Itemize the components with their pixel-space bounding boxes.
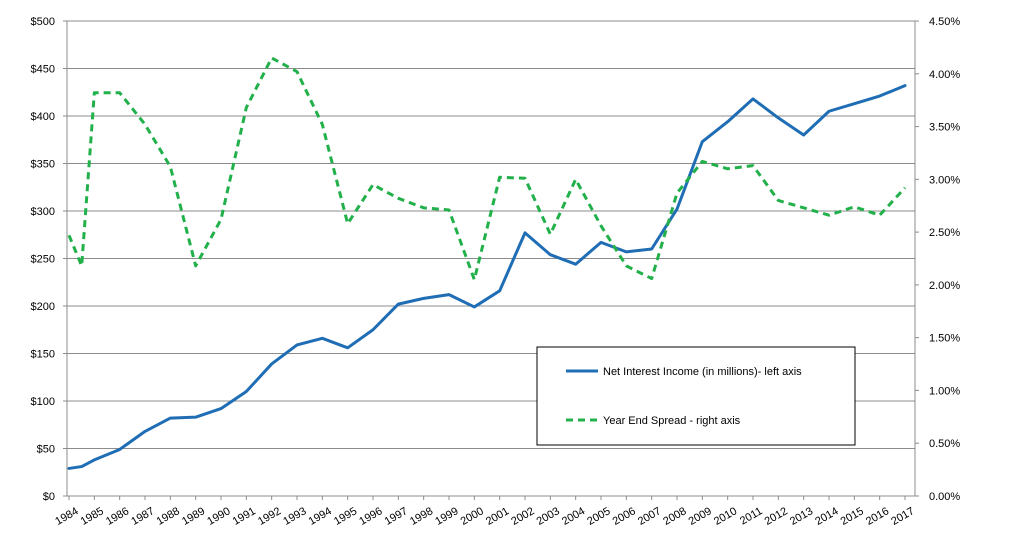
year-end-spread-line <box>67 56 907 282</box>
left-axis-tick-label: $200 <box>31 301 55 313</box>
x-axis-tick-label: 2001 <box>484 505 511 528</box>
x-axis-tick-label: 1986 <box>104 505 131 528</box>
x-axis-tick-label: 1991 <box>231 505 258 528</box>
left-axis-tick-label: $450 <box>31 64 55 76</box>
left-axis-tick-label: $0 <box>43 491 55 503</box>
x-axis-tick-label: 2000 <box>459 505 486 528</box>
right-axis-tick-label: 1.00% <box>929 385 960 397</box>
x-axis-tick-label: 1984 <box>53 505 80 528</box>
x-axis-tick-label: 2015 <box>839 505 866 528</box>
legend-label: Year End Spread - right axis <box>603 415 741 427</box>
x-axis-tick-label: 1995 <box>332 505 359 528</box>
net-interest-income-line <box>67 84 907 470</box>
x-axis-tick-label: 2016 <box>864 505 891 528</box>
x-axis-tick-label: 2008 <box>661 505 688 528</box>
x-axis-tick-label: 2005 <box>585 505 612 528</box>
right-axis-tick-label: 4.50% <box>929 16 960 28</box>
x-axis-tick-label: 1999 <box>433 505 460 528</box>
legend-box <box>536 346 856 446</box>
left-axis-tick-label: $250 <box>31 254 55 266</box>
x-axis-tick-label: 1990 <box>205 505 232 528</box>
x-axis-tick-label: 1998 <box>408 505 435 528</box>
x-axis-tick-label: 2011 <box>738 505 764 527</box>
gridlines <box>67 20 915 497</box>
x-axis-tick-label: 2002 <box>509 505 536 528</box>
x-axis-tick-label: 2009 <box>687 505 714 528</box>
x-axis-tick-label: 2013 <box>788 505 815 528</box>
x-axis-tick-label: 2010 <box>712 505 739 528</box>
left-axis-tick-label: $50 <box>37 444 55 456</box>
right-axis-tick-label: 1.50% <box>929 333 960 345</box>
right-axis-tick-label: 0.50% <box>929 438 960 450</box>
left-axis-tick-label: $300 <box>31 206 55 218</box>
legend-label: Net Interest Income (in millions)- left … <box>603 366 802 378</box>
x-axis-tick-label: 1994 <box>307 505 334 528</box>
x-axis-tick-label: 1993 <box>281 505 308 528</box>
right-axis-tick-label: 2.00% <box>929 280 960 292</box>
x-axis-tick-label: 1985 <box>79 505 106 528</box>
left-axis-tick-label: $150 <box>31 349 55 361</box>
x-axis-tick-label: 1997 <box>383 505 410 528</box>
left-axis-tick-label: $500 <box>31 16 55 28</box>
x-axis-tick-label: 2012 <box>763 505 790 528</box>
left-axis-tick-label: $400 <box>31 111 55 123</box>
x-axis-tick-label: 2004 <box>560 505 587 528</box>
series-lines <box>67 56 907 470</box>
x-axis-tick-label: 2007 <box>636 505 663 528</box>
right-axis-tick-label: 2.50% <box>929 227 960 239</box>
x-axis-tick-label: 2017 <box>889 505 916 528</box>
left-axis-tick-label: $100 <box>31 396 55 408</box>
left-axis-tick-label: $350 <box>31 159 55 171</box>
axes: $0 $50 $100 $150 $200 $250 $300 $350 $400 $450 $50… <box>31 16 961 528</box>
right-axis-tick-label: 3.00% <box>929 174 960 186</box>
x-axis-tick-label: 2003 <box>535 505 562 528</box>
right-axis-tick-label: 4.00% <box>929 69 960 81</box>
x-axis-tick-label: 1987 <box>129 505 156 528</box>
legend: Net Interest Income (in millions)- left … <box>536 346 856 446</box>
x-axis-tick-label: 2014 <box>813 505 840 528</box>
right-axis-tick-label: 3.50% <box>929 122 960 134</box>
right-axis-tick-label: 0.00% <box>929 491 960 503</box>
x-axis-tick-label: 1988 <box>155 505 182 528</box>
x-axis-tick-label: 1996 <box>357 505 384 528</box>
x-axis-tick-label: 2006 <box>611 505 638 528</box>
x-axis-tick-label: 1992 <box>256 505 283 528</box>
x-axis-tick-label: 1989 <box>180 505 207 528</box>
